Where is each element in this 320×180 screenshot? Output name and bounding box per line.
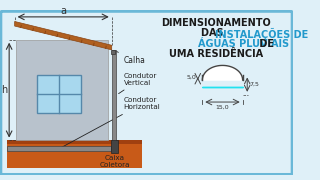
Text: h: h (1, 85, 7, 95)
Text: Caixa
Coletora: Caixa Coletora (99, 155, 130, 168)
Text: Condutor
Vertical: Condutor Vertical (119, 73, 157, 94)
Text: ÁGUAS PLUVIAIS: ÁGUAS PLUVIAIS (198, 39, 289, 49)
Bar (17, 40, 108, 141)
Text: DE: DE (256, 39, 274, 49)
FancyBboxPatch shape (1, 11, 292, 174)
Text: DAS: DAS (201, 28, 228, 38)
Bar (7, 141, 142, 144)
Text: Calha: Calha (116, 51, 146, 65)
Bar (112, 50, 116, 142)
Bar (111, 50, 116, 54)
Polygon shape (15, 21, 112, 50)
Text: 15,0: 15,0 (216, 105, 229, 110)
Text: 7,5: 7,5 (249, 82, 259, 87)
Text: UMA RESIDÊNCIA: UMA RESIDÊNCIA (169, 49, 263, 59)
Text: INSTALAÇÕES DE: INSTALAÇÕES DE (215, 28, 308, 40)
Text: Condutor
Horizontal: Condutor Horizontal (61, 97, 160, 147)
Bar (7, 146, 111, 150)
Bar (7, 141, 142, 168)
Bar (36, 75, 81, 113)
Polygon shape (202, 65, 243, 80)
Text: a: a (60, 6, 66, 15)
Text: 5,0: 5,0 (186, 75, 196, 80)
Bar (111, 141, 118, 153)
Text: DIMENSIONAMENTO: DIMENSIONAMENTO (161, 18, 271, 28)
